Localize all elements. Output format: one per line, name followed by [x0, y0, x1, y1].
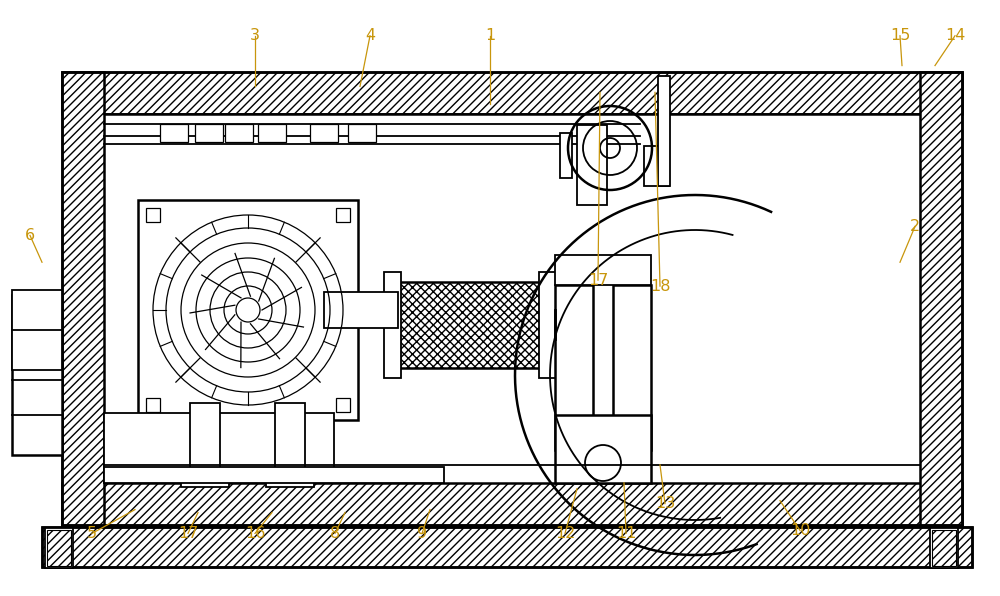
Text: 9: 9 — [417, 526, 427, 541]
Bar — [160, 124, 188, 142]
Bar — [42, 527, 972, 567]
Bar — [920, 72, 962, 525]
Bar — [930, 528, 958, 568]
Text: 6: 6 — [25, 228, 35, 243]
Bar — [555, 255, 651, 285]
Text: 18: 18 — [650, 278, 670, 294]
Text: 17: 17 — [588, 272, 608, 288]
Bar — [577, 125, 607, 205]
Text: 1: 1 — [485, 28, 495, 44]
Bar — [47, 530, 71, 566]
Bar — [384, 272, 401, 378]
Text: 11: 11 — [616, 526, 636, 541]
Bar — [658, 76, 670, 186]
Bar — [555, 310, 556, 340]
Bar — [138, 200, 358, 420]
Bar — [62, 72, 962, 114]
Text: 14: 14 — [945, 28, 965, 44]
Bar — [12, 295, 62, 455]
Text: 10: 10 — [790, 523, 810, 538]
Bar — [104, 467, 444, 483]
Bar — [62, 72, 104, 525]
Text: 5: 5 — [87, 526, 97, 541]
Bar — [258, 124, 286, 142]
Bar — [266, 471, 314, 487]
Bar — [190, 403, 220, 483]
Text: 17: 17 — [178, 526, 198, 541]
Bar — [539, 272, 556, 378]
Text: 13: 13 — [655, 496, 675, 511]
Bar — [146, 209, 160, 222]
Bar — [104, 413, 334, 483]
Bar — [62, 72, 962, 525]
Bar — [336, 398, 350, 412]
Bar — [398, 282, 542, 368]
Text: 4: 4 — [365, 28, 375, 44]
Text: 3: 3 — [250, 28, 260, 44]
Bar — [146, 398, 160, 412]
Text: 12: 12 — [555, 526, 575, 541]
Bar — [62, 483, 962, 525]
Bar — [45, 528, 73, 568]
Text: 15: 15 — [890, 28, 910, 44]
Bar — [336, 209, 350, 222]
Bar — [275, 403, 305, 483]
Bar — [932, 530, 956, 566]
Bar — [555, 415, 651, 483]
Bar — [348, 124, 376, 142]
Bar — [195, 124, 223, 142]
Bar — [560, 133, 572, 178]
Bar — [310, 124, 338, 142]
Bar — [644, 146, 669, 186]
Text: 2: 2 — [910, 219, 920, 234]
Text: 16: 16 — [245, 526, 265, 541]
Bar — [555, 285, 593, 450]
Text: 8: 8 — [330, 526, 340, 541]
Bar — [12, 290, 62, 370]
Bar — [225, 124, 253, 142]
Bar — [613, 285, 651, 450]
Bar — [181, 471, 229, 487]
Bar — [42, 527, 972, 567]
Bar — [324, 292, 398, 328]
